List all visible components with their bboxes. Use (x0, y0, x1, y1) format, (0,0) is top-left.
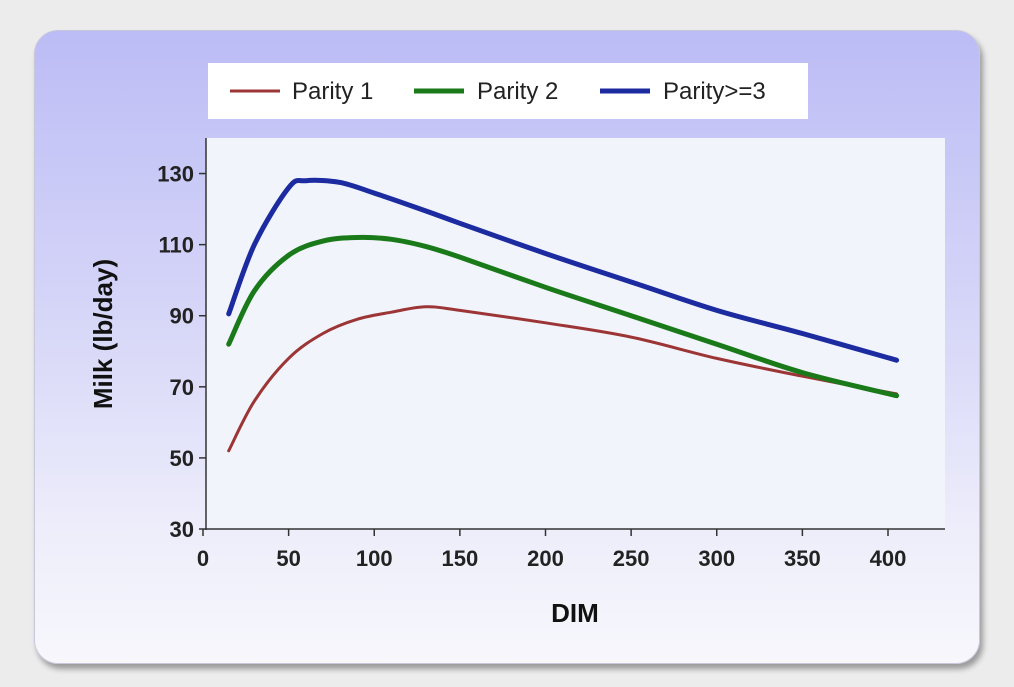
x-tick-label: 250 (613, 546, 650, 571)
x-tick-label: 100 (356, 546, 393, 571)
y-tick-label: 50 (170, 446, 194, 471)
plot-area (206, 138, 945, 529)
legend-box (208, 63, 808, 119)
x-tick-label: 300 (698, 546, 735, 571)
y-tick-label: 90 (170, 304, 194, 329)
legend-label-parity-3: Parity>=3 (663, 78, 766, 105)
legend-label-parity-2: Parity 2 (477, 78, 558, 105)
y-tick-label: 70 (170, 375, 194, 400)
x-tick-label: 0 (197, 546, 209, 571)
series-line-parity-3 (226, 177, 900, 363)
x-tick-label: 150 (442, 546, 479, 571)
series-line-parity-2 (226, 234, 900, 399)
legend-label-parity-1: Parity 1 (292, 78, 373, 105)
series-line-parity-1 (227, 305, 899, 453)
y-tick-label: 130 (157, 162, 194, 187)
x-tick-label: 200 (527, 546, 564, 571)
y-axis-title: Milk (lb/day) (88, 259, 118, 409)
y-tick-label: 110 (159, 233, 195, 258)
x-tick-label: 350 (784, 546, 821, 571)
x-tick-label: 400 (870, 546, 907, 571)
y-tick-label: 30 (170, 517, 194, 542)
x-tick-label: 50 (276, 546, 300, 571)
x-axis-title: DIM (551, 598, 599, 628)
